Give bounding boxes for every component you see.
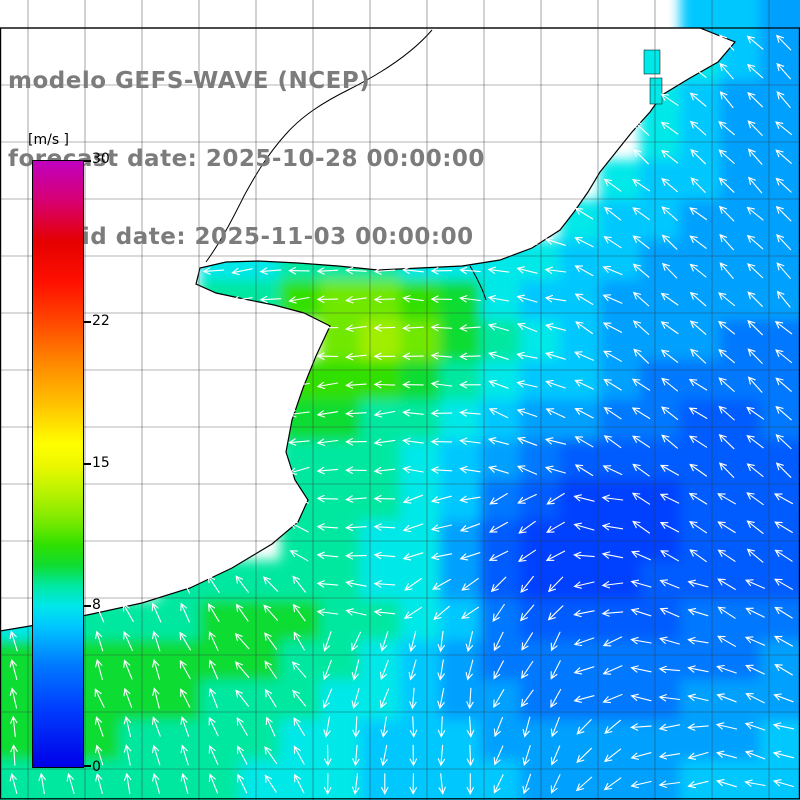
colorbar-tick-label: 15 (92, 455, 110, 471)
coastline (0, 27, 736, 632)
coastal-lagoon (649, 77, 663, 105)
colorbar-tick-mark (84, 765, 91, 767)
river-line (469, 265, 487, 301)
colorbar-tick-mark (84, 463, 91, 465)
coastal-lagoon (643, 49, 661, 75)
colorbar-unit-label: [m/s ] (28, 132, 70, 148)
colorbar-tick-mark (84, 604, 91, 607)
colorbar-tick-label: 0 (92, 759, 101, 775)
river-line (205, 29, 433, 263)
colorbar-tick-mark (84, 160, 91, 162)
forecast-date: forecast date: 2025-10-28 00:00:00 (8, 146, 485, 172)
colorbar-tick-mark (84, 321, 91, 324)
map-frame (0, 27, 800, 800)
land-layer (0, 27, 736, 632)
model-title: modelo GEFS-WAVE (NCEP) (8, 68, 371, 94)
colorbar-gradient (32, 160, 84, 768)
colorbar-tick-label: 30 (92, 151, 110, 167)
colorbar-tick-label: 22 (92, 313, 110, 330)
colorbar-tick-label: 8 (92, 596, 101, 613)
